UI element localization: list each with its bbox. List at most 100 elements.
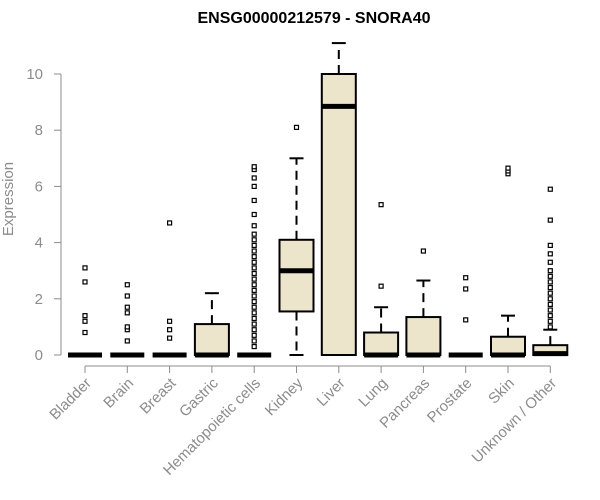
outlier-point — [251, 293, 257, 299]
x-tick-label: Bladder — [46, 375, 95, 424]
outlier-point — [124, 310, 130, 316]
box-11 — [532, 186, 569, 357]
y-tick-label: 0 — [35, 347, 43, 364]
box-4 — [237, 164, 272, 358]
outlier-point — [251, 276, 257, 282]
outlier-point — [251, 332, 257, 338]
outlier-point — [124, 324, 130, 330]
y-tick-label: 4 — [35, 235, 43, 252]
outlier-point — [547, 313, 553, 319]
outlier-point — [378, 283, 384, 289]
outlier-point — [82, 265, 88, 271]
outlier-point — [463, 286, 469, 292]
outlier-point — [547, 301, 553, 308]
outlier-point — [547, 217, 553, 223]
box-8 — [405, 248, 442, 358]
box-iqr — [193, 323, 230, 356]
outlier-point — [251, 315, 257, 322]
box-3 — [193, 292, 230, 358]
outlier-point — [251, 270, 257, 277]
outlier-point — [463, 275, 469, 281]
outlier-point — [251, 197, 257, 204]
outlier-point — [547, 268, 553, 274]
outlier-point — [82, 279, 88, 285]
x-tick-label: Brain — [100, 375, 137, 412]
outlier-point — [251, 211, 257, 218]
outlier-point — [547, 318, 553, 324]
outlier-point — [251, 299, 257, 305]
outlier-point — [547, 284, 553, 291]
outlier-point — [167, 335, 173, 341]
box-6 — [320, 42, 357, 356]
box-2 — [152, 220, 187, 358]
box-9 — [448, 275, 483, 358]
outlier-point — [251, 248, 257, 254]
outlier-point — [124, 304, 130, 310]
outlier-point — [251, 282, 257, 288]
outlier-point — [124, 282, 130, 288]
outlier-point — [251, 259, 257, 265]
outlier-point — [251, 164, 257, 170]
outlier-point — [167, 318, 173, 324]
outlier-point — [251, 254, 257, 260]
outlier-point — [463, 317, 469, 323]
outlier-point — [251, 321, 257, 327]
outlier-point — [251, 265, 257, 271]
outlier-point — [82, 318, 88, 324]
outlier-point — [547, 251, 553, 257]
box-0 — [68, 265, 102, 358]
outlier-point — [82, 329, 88, 336]
chart-title: ENSG00000212579 - SNORA40 — [197, 10, 430, 27]
box-iqr — [363, 331, 400, 356]
box-series — [68, 42, 569, 358]
x-tick-label: Liver — [314, 375, 349, 410]
outlier-point — [167, 327, 173, 333]
outlier-point — [124, 293, 130, 299]
outlier-point — [251, 310, 257, 316]
y-tick-label: 2 — [35, 291, 43, 308]
outlier-point — [378, 202, 384, 208]
box-1 — [110, 282, 145, 358]
y-tick-label: 10 — [26, 66, 43, 83]
y-tick-label: 8 — [35, 122, 43, 139]
x-tick-label: Lung — [355, 375, 391, 411]
y-tick-label: 6 — [35, 178, 43, 195]
outlier-point — [547, 242, 553, 249]
outlier-point — [505, 165, 511, 171]
outlier-point — [251, 223, 257, 229]
outlier-point — [82, 313, 88, 319]
y-axis-label: Expression — [0, 162, 17, 236]
outlier-point — [547, 296, 553, 302]
y-axis: 0 2 4 6 8 10 — [26, 66, 62, 364]
box-iqr — [278, 238, 315, 313]
outlier-point — [167, 220, 173, 226]
box-iqr — [490, 335, 526, 356]
box-7 — [363, 202, 400, 358]
outlier-point — [251, 183, 257, 189]
x-tick-label: Skin — [485, 375, 518, 408]
box-iqr — [320, 73, 357, 356]
outlier-point — [251, 231, 257, 237]
outlier-point — [547, 259, 553, 265]
x-tick-label: Breast — [137, 374, 180, 417]
outlier-point — [251, 287, 257, 293]
x-tick-label: Prostate — [424, 375, 476, 427]
outlier-point — [251, 175, 257, 181]
outlier-point — [420, 248, 426, 254]
outlier-point — [251, 304, 257, 310]
outlier-point — [547, 307, 553, 313]
outlier-point — [547, 273, 553, 279]
outlier-point — [547, 186, 553, 192]
box-5 — [278, 124, 315, 356]
outlier-point — [293, 124, 300, 130]
outlier-point — [547, 279, 553, 285]
outlier-point — [251, 343, 257, 350]
outlier-point — [547, 290, 553, 296]
outlier-point — [251, 237, 257, 243]
outlier-point — [251, 327, 257, 333]
x-tick-label: Kidney — [262, 374, 307, 419]
box-iqr — [405, 316, 442, 357]
